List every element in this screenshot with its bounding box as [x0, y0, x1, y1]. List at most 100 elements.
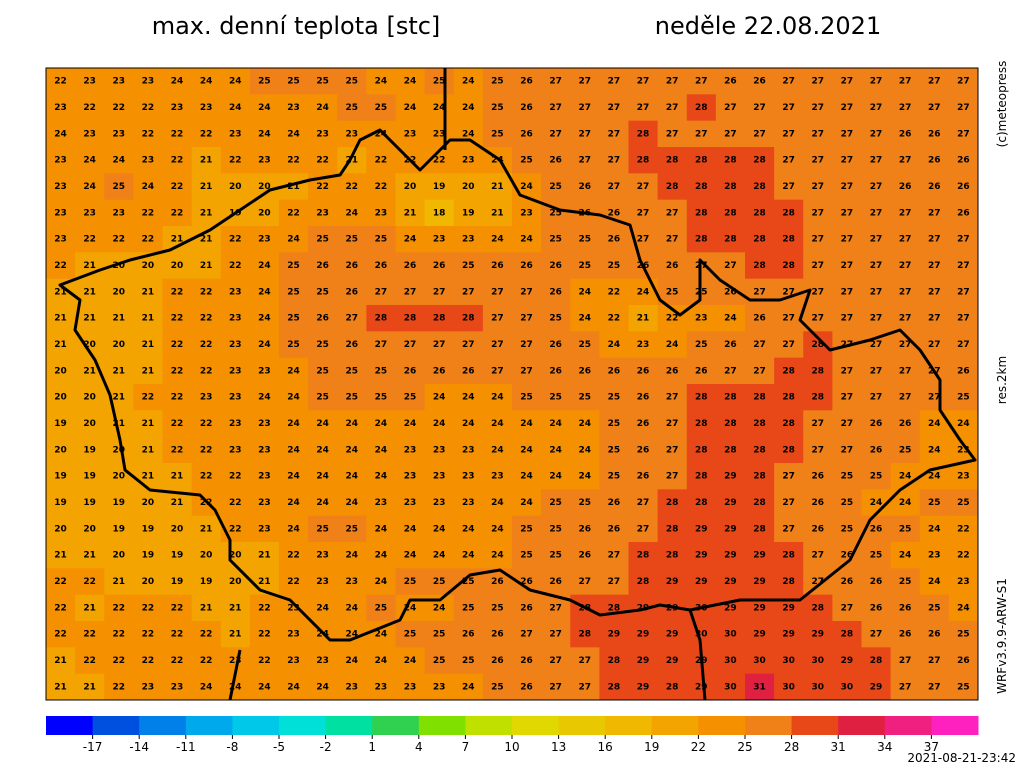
cell-color — [453, 515, 484, 543]
cell-color — [453, 489, 484, 517]
cell-color — [686, 436, 717, 464]
cell-color — [366, 384, 396, 411]
cell-value: 27 — [812, 445, 825, 455]
cell-value: 24 — [433, 393, 446, 403]
cell-color — [715, 252, 746, 280]
cell-color — [162, 515, 193, 543]
cell-color — [745, 94, 775, 122]
cell-color — [308, 594, 338, 622]
cell-value: 27 — [637, 208, 650, 218]
cell-color — [803, 515, 833, 543]
cell-color — [657, 647, 688, 675]
cell-value: 27 — [666, 235, 679, 245]
cell-color — [249, 357, 280, 385]
cell-value: 28 — [637, 156, 650, 166]
cell-value: 28 — [695, 103, 708, 113]
cell-value: 27 — [841, 129, 854, 139]
cell-color — [191, 199, 222, 227]
cell-color — [861, 594, 892, 622]
cell-color — [745, 542, 775, 569]
cell-color — [599, 463, 629, 490]
cell-value: 27 — [870, 235, 883, 245]
cell-value: 21 — [142, 445, 155, 455]
cell-color — [832, 278, 862, 306]
cell-value: 28 — [666, 182, 679, 192]
cell-value: 25 — [841, 472, 854, 482]
cell-value: 24 — [375, 419, 388, 429]
cell-color — [628, 463, 659, 490]
cell-value: 29 — [695, 682, 708, 692]
cell-color — [133, 199, 163, 227]
cell-color — [861, 68, 892, 95]
cell-value: 23 — [113, 77, 126, 87]
cell-color — [279, 410, 309, 438]
cell-value: 29 — [841, 656, 854, 666]
cell-value: 24 — [346, 603, 359, 613]
cell-value: 22 — [229, 235, 242, 245]
cell-value: 27 — [549, 603, 562, 613]
cell-value: 25 — [375, 393, 388, 403]
cell-color — [599, 357, 629, 385]
cell-value: 27 — [753, 103, 766, 113]
cell-value: 27 — [841, 445, 854, 455]
cell-color — [628, 542, 659, 569]
cell-color — [512, 68, 542, 95]
cell-color — [715, 515, 746, 543]
cell-color — [599, 542, 629, 569]
cell-value: 23 — [258, 472, 271, 482]
cell-color — [482, 173, 513, 201]
cell-color — [337, 489, 367, 517]
cell-color — [337, 568, 367, 596]
cell-value: 28 — [753, 208, 766, 218]
cell-color — [919, 226, 950, 253]
cell-color — [686, 226, 717, 253]
cell-value: 27 — [637, 498, 650, 508]
cell-color — [715, 147, 746, 174]
cell-color — [890, 173, 921, 201]
cell-color — [133, 94, 163, 122]
cell-color — [104, 542, 134, 569]
cell-color — [832, 489, 862, 517]
cell-value: 27 — [928, 393, 941, 403]
cell-color — [308, 226, 338, 253]
colorbar-tick-label: -11 — [176, 740, 196, 754]
cell-value: 26 — [549, 287, 562, 297]
cell-value: 22 — [957, 524, 970, 534]
cell-value: 27 — [899, 261, 912, 271]
cell-value: 27 — [899, 314, 912, 324]
cell-value: 22 — [346, 182, 359, 192]
cell-color — [599, 568, 629, 596]
cell-value: 28 — [666, 498, 679, 508]
cell-value: 23 — [54, 235, 67, 245]
cell-color — [337, 647, 367, 675]
cell-value: 20 — [83, 524, 96, 534]
cell-value: 27 — [579, 156, 592, 166]
cell-color — [424, 357, 455, 385]
cell-value: 19 — [462, 208, 475, 218]
cell-color — [657, 489, 688, 517]
cell-color — [133, 147, 163, 174]
cell-value: 26 — [870, 445, 883, 455]
cell-value: 25 — [404, 630, 417, 640]
cell-value: 28 — [724, 235, 737, 245]
cell-value: 25 — [491, 77, 504, 87]
cell-color — [570, 673, 600, 701]
cell-value: 23 — [200, 393, 213, 403]
cell-value: 28 — [753, 393, 766, 403]
cell-color — [832, 252, 862, 280]
cell-value: 22 — [113, 235, 126, 245]
cell-value: 24 — [287, 393, 300, 403]
cell-value: 23 — [229, 445, 242, 455]
cell-value: 28 — [462, 314, 475, 324]
colorbar-segment — [279, 716, 327, 735]
cell-color — [803, 199, 833, 227]
cell-color — [337, 94, 367, 122]
cell-color — [657, 199, 688, 227]
cell-value: 25 — [579, 235, 592, 245]
cell-value: 22 — [113, 603, 126, 613]
cell-color — [890, 199, 921, 227]
cell-value: 25 — [549, 314, 562, 324]
cell-value: 26 — [520, 129, 533, 139]
cell-value: 28 — [782, 366, 795, 376]
cell-value: 22 — [200, 656, 213, 666]
